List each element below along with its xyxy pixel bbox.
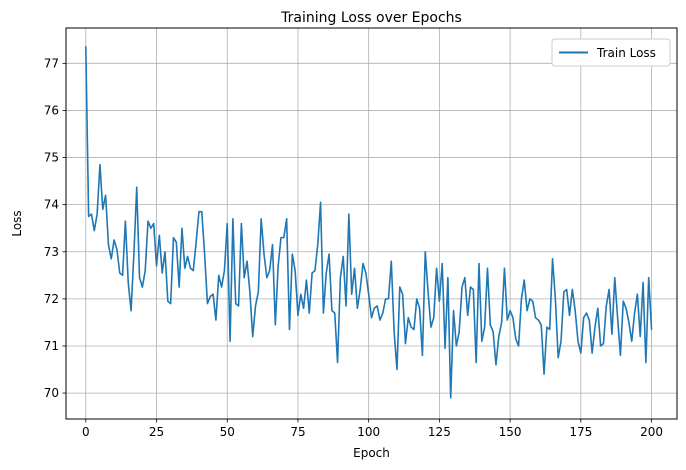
x-tick-label: 200	[640, 425, 663, 439]
x-axis-ticks: 0 25 50 75 100 125 150 175 200	[82, 419, 663, 439]
y-tick-label: 71	[44, 339, 59, 353]
x-tick-label: 175	[569, 425, 592, 439]
x-tick-label: 75	[290, 425, 305, 439]
plot-frame	[65, 27, 678, 420]
x-tick-label: 50	[220, 425, 235, 439]
series-line-train-loss	[85, 46, 653, 399]
x-tick-label: 125	[428, 425, 451, 439]
y-tick-label: 76	[44, 103, 59, 117]
y-axis-label: Loss	[10, 210, 24, 236]
y-tick-label: 73	[44, 245, 59, 259]
x-tick-label: 25	[149, 425, 164, 439]
y-tick-label: 70	[44, 386, 59, 400]
y-tick-label: 75	[44, 151, 59, 165]
x-tick-label: 150	[499, 425, 522, 439]
series-layer	[85, 46, 653, 399]
chart-title: Training Loss over Epochs	[280, 10, 462, 26]
y-axis-ticks: 70 71 72 73 74 75 76 77	[44, 56, 66, 400]
x-tick-label: 100	[357, 425, 380, 439]
legend: Train Loss	[551, 38, 671, 67]
legend-box	[551, 38, 671, 67]
y-tick-label: 77	[44, 56, 59, 70]
y-tick-label: 72	[44, 292, 59, 306]
x-tick-label: 0	[82, 425, 90, 439]
legend-label: Train Loss	[596, 46, 656, 60]
y-tick-label: 74	[44, 198, 59, 212]
x-axis-label: Epoch	[353, 446, 390, 460]
